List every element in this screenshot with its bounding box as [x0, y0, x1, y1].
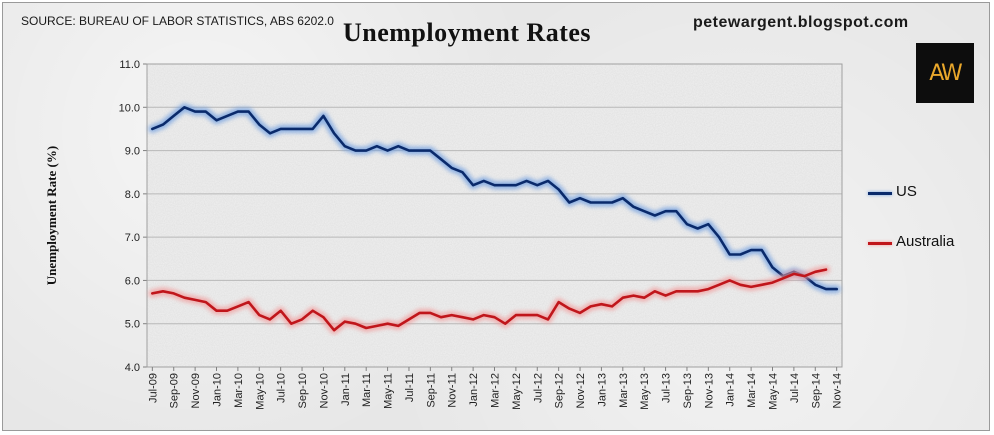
x-tick-label: Nov-10	[318, 373, 330, 408]
x-tick-label: May-12	[511, 373, 523, 410]
x-tick-label: Sep-12	[554, 373, 566, 408]
aw-logo: AW	[916, 43, 974, 103]
x-tick-label: Jul-09	[147, 373, 159, 403]
legend: US Australia	[868, 183, 988, 283]
x-tick-label: Mar-10	[233, 373, 245, 408]
y-tick-label: 10.0	[119, 102, 140, 114]
x-tick-label: Jul-11	[404, 373, 416, 402]
x-tick-label: Jan-11	[340, 373, 352, 406]
x-tick-label: Sep-14	[810, 373, 822, 408]
y-tick-label: 9.0	[125, 146, 140, 158]
x-tick-label: Mar-13	[618, 373, 630, 408]
x-tick-label: Jul-12	[532, 373, 544, 403]
x-tick-label: Jan-13	[596, 373, 608, 407]
x-tick-label: Nov-12	[575, 373, 587, 408]
chart-title: Unemployment Rates	[343, 18, 592, 47]
x-tick-label: Sep-11	[425, 373, 437, 408]
y-tick-label: 4.0	[125, 362, 140, 374]
x-tick-label: Jan-14	[725, 373, 737, 407]
x-tick-label: Sep-13	[682, 373, 694, 408]
y-tick-label: 11.0	[119, 59, 140, 71]
x-tick-label: Nov-09	[190, 373, 202, 408]
y-tick-label: 6.0	[125, 275, 140, 287]
x-tick-label: May-10	[254, 373, 266, 410]
x-tick-label: Mar-12	[490, 373, 502, 408]
legend-swatch-australia	[868, 242, 892, 245]
x-tick-label: May-11	[383, 373, 395, 409]
legend-swatch-us	[868, 192, 892, 195]
x-tick-label: Jul-10	[276, 373, 288, 403]
x-tick-label: Jan-10	[212, 373, 224, 407]
x-tick-label: Jan-12	[468, 373, 480, 407]
x-tick-label: Mar-14	[746, 373, 758, 408]
x-tick-label: Jul-14	[789, 373, 801, 403]
blog-url: petewargent.blogspot.com	[693, 14, 909, 31]
x-tick-label: Nov-13	[703, 373, 715, 408]
x-tick-label: Nov-11	[447, 373, 459, 408]
legend-item-australia: Australia	[868, 233, 988, 253]
legend-item-us: US	[868, 183, 988, 203]
legend-label-australia: Australia	[896, 233, 955, 250]
y-tick-label: 5.0	[125, 319, 140, 331]
y-tick-label: 7.0	[125, 232, 140, 244]
y-tick-label: 8.0	[125, 189, 140, 201]
y-axis-title: Unemployment Rate (%)	[44, 146, 59, 285]
x-tick-label: Sep-09	[169, 373, 181, 408]
x-tick-label: Mar-11	[361, 373, 373, 407]
x-tick-label: Sep-10	[297, 373, 309, 408]
series-line-us	[151, 106, 839, 291]
x-tick-label: May-14	[768, 373, 780, 410]
x-tick-label: Nov-14	[832, 373, 844, 408]
x-tick-label: May-13	[639, 373, 651, 410]
series-line-australia	[151, 268, 828, 332]
source-note: SOURCE: BUREAU OF LABOR STATISTICS, ABS …	[21, 14, 334, 28]
logo-text: AW	[929, 61, 963, 86]
legend-label-us: US	[896, 183, 917, 200]
x-tick-label: Jul-13	[661, 373, 673, 403]
